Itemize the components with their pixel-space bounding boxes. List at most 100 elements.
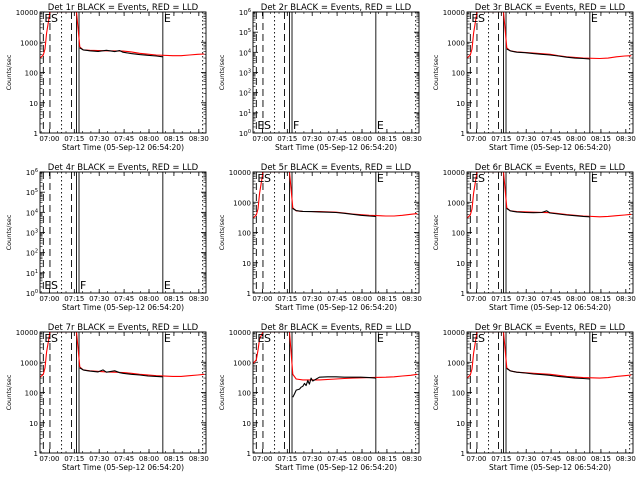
lld-line: [467, 12, 632, 60]
x-tick-label: 07:45: [327, 135, 347, 143]
y-axis-label: Counts/sec: [432, 214, 440, 250]
plot-area: [255, 12, 417, 133]
y-tick-label: 1000: [447, 39, 465, 47]
panel-title: Det 4r BLACK = Events, RED = LLD: [48, 163, 199, 173]
x-tick-label: 07:15: [277, 455, 297, 463]
x-tick-label: 07:45: [541, 455, 561, 463]
x-axis-label: Start Time (05-Sep-12 06:54:20): [62, 143, 184, 152]
y-tick-label: 100: [238, 230, 251, 238]
panel-title: Det 1r BLACK = Events, RED = LLD: [48, 3, 199, 13]
panel-det-2r: Det 2r BLACK = Events, RED = LLD 100 101 10…: [218, 3, 422, 152]
y-tick-label: 1000: [20, 39, 38, 47]
x-tick-label: 08:15: [591, 295, 611, 303]
event-marker-label: S: [478, 172, 485, 185]
x-tick-label: 07:15: [64, 135, 84, 143]
x-tick-label: 07:30: [89, 455, 109, 463]
x-tick-label: 07:00: [252, 135, 272, 143]
plot-frame: [39, 11, 207, 134]
plot-frame: [466, 171, 634, 294]
x-tick-label: 07:45: [114, 455, 134, 463]
x-tick-label: 07:15: [64, 295, 84, 303]
x-tick-label: 08:15: [591, 455, 611, 463]
panel-title: Det 6r BLACK = Events, RED = LLD: [475, 163, 626, 173]
y-axis-label: Counts/sec: [218, 214, 226, 250]
event-marker-label: E: [257, 332, 264, 345]
event-marker-label: E: [377, 172, 384, 185]
event-marker-label: E: [591, 12, 598, 25]
x-tick-label: 08:15: [164, 455, 184, 463]
panel-det-8r: Det 8r BLACK = Events, RED = LLD 1 10 100 10…: [218, 323, 422, 472]
y-axis-label: Counts/sec: [432, 54, 440, 90]
x-tick-label: 07:15: [491, 455, 511, 463]
x-axis-label: Start Time (05-Sep-12 06:54:20): [62, 303, 184, 312]
y-tick-label: 104: [239, 48, 251, 57]
x-tick-label: 08:30: [616, 135, 636, 143]
x-tick-label: 07:45: [541, 135, 561, 143]
y-axis-label: Counts/sec: [218, 374, 226, 410]
x-tick-label: 08:15: [591, 135, 611, 143]
event-marker-label: E: [164, 12, 171, 25]
y-tick-label: 100: [452, 230, 465, 238]
x-axis-label: Start Time (05-Sep-12 06:54:20): [62, 463, 184, 472]
event-marker-label: E: [591, 332, 598, 345]
y-tick-label: 1000: [233, 359, 251, 367]
y-tick-label: 10000: [16, 329, 38, 337]
plot-frame: [39, 331, 207, 454]
y-tick-label: 105: [26, 188, 38, 197]
y-tick-label: 1: [247, 450, 251, 458]
x-tick-label: 08:30: [189, 455, 209, 463]
y-axis-label: Counts/sec: [218, 54, 226, 90]
events-line: [292, 376, 376, 398]
plot-frame: [252, 331, 420, 454]
panel-title: Det 5r BLACK = Events, RED = LLD: [261, 163, 412, 173]
y-tick-label: 100: [452, 390, 465, 398]
event-marker-label: S: [264, 119, 271, 132]
lld-line: [467, 172, 632, 219]
lld-line: [253, 172, 418, 219]
x-tick-label: 07:30: [302, 135, 322, 143]
x-tick-label: 08:00: [139, 295, 159, 303]
event-marker-label: E: [164, 332, 171, 345]
event-marker-label: E: [164, 279, 171, 292]
x-tick-label: 08:30: [402, 455, 422, 463]
y-axis-label: Counts/sec: [5, 374, 13, 410]
y-axis-label: Counts/sec: [432, 374, 440, 410]
y-tick-label: 10: [29, 100, 38, 108]
event-marker-label: E: [44, 279, 51, 292]
events-line: [79, 367, 163, 378]
plot-area: [253, 332, 418, 453]
x-tick-label: 07:00: [466, 135, 486, 143]
y-tick-label: 1000: [233, 199, 251, 207]
x-tick-label: 07:00: [39, 295, 59, 303]
y-tick-label: 1000: [447, 199, 465, 207]
x-tick-label: 07:30: [302, 455, 322, 463]
x-tick-label: 07:15: [277, 135, 297, 143]
panel-det-4r: Det 4r BLACK = Events, RED = LLD 100 101 10…: [5, 163, 209, 312]
plot-area: [253, 172, 418, 293]
panel-det-6r: Det 6r BLACK = Events, RED = LLD 1 10 100 10…: [432, 163, 636, 312]
y-tick-label: 1: [461, 450, 465, 458]
y-tick-label: 10000: [229, 329, 251, 337]
lld-line: [40, 332, 205, 378]
y-tick-label: 103: [26, 229, 38, 238]
event-marker-label: E: [377, 332, 384, 345]
event-marker-label: S: [478, 12, 485, 25]
x-tick-label: 07:45: [114, 295, 134, 303]
x-axis-label: Start Time (05-Sep-12 06:54:20): [275, 143, 397, 152]
panel-det-3r: Det 3r BLACK = Events, RED = LLD 1 10 100 10…: [432, 3, 636, 152]
y-tick-label: 100: [238, 390, 251, 398]
event-marker-label: S: [51, 279, 58, 292]
panel-det-7r: Det 7r BLACK = Events, RED = LLD 1 10 100 10…: [5, 323, 209, 472]
x-tick-label: 07:30: [89, 135, 109, 143]
x-tick-label: 07:00: [39, 455, 59, 463]
x-tick-label: 07:00: [466, 455, 486, 463]
y-tick-label: 105: [239, 28, 251, 37]
x-axis-label: Start Time (05-Sep-12 06:54:20): [489, 303, 611, 312]
x-tick-label: 07:00: [466, 295, 486, 303]
plot-area: [40, 12, 205, 133]
x-tick-label: 07:30: [516, 295, 536, 303]
x-tick-label: 07:00: [39, 135, 59, 143]
plot-area: [467, 332, 632, 453]
event-marker-label: E: [591, 172, 598, 185]
y-tick-label: 10: [456, 420, 465, 428]
